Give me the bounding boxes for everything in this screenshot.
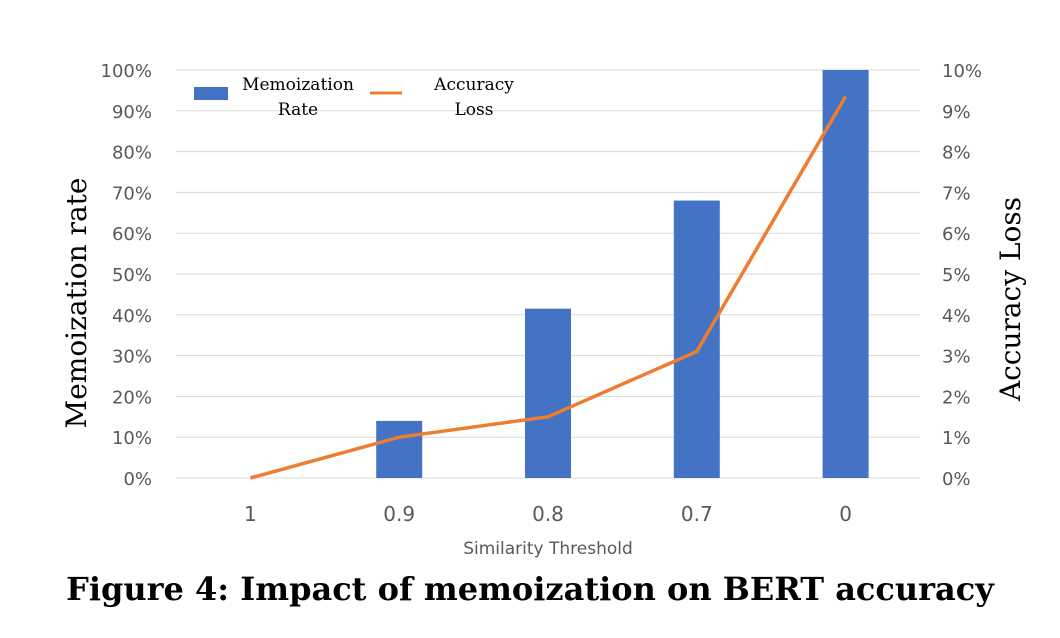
left-tick-label: 50%: [112, 265, 152, 286]
left-tick-label: 70%: [112, 183, 152, 204]
right-tick-label: 4%: [942, 306, 971, 327]
accuracy-line-layer: [249, 95, 848, 480]
legend-bar-label-line1: Memoization: [242, 75, 354, 95]
left-axis-ticks: 0% 10% 20% 30% 40% 50% 60% 70% 80% 90% 100%: [101, 61, 152, 490]
right-tick-label: 0%: [942, 469, 971, 490]
right-tick-label: 5%: [942, 265, 971, 286]
legend-line-label-line2: Loss: [455, 100, 494, 120]
chart: 0% 10% 20% 30% 40% 50% 60% 70% 80% 90% 100% 0% 1% 2%…: [60, 61, 1027, 559]
x-tick-label: 0: [839, 502, 852, 526]
right-axis-ticks: 0% 1% 2% 3% 4% 5% 6% 7% 8% 9% 10%: [942, 61, 982, 490]
left-axis-label: Memoization rate: [60, 178, 93, 429]
bar: [673, 200, 720, 478]
legend: Memoization Rate Accuracy Loss: [194, 75, 514, 120]
legend-bar-label-line2: Rate: [278, 100, 318, 120]
left-tick-label: 80%: [112, 143, 152, 164]
left-tick-label: 20%: [112, 387, 152, 408]
right-tick-label: 7%: [942, 183, 971, 204]
x-axis-label: Similarity Threshold: [463, 539, 633, 559]
figure-caption: Figure 4: Impact of memoization on BERT …: [66, 570, 994, 608]
x-axis-ticks: 1 0.9 0.8 0.7 0: [244, 502, 852, 526]
right-tick-label: 6%: [942, 224, 971, 245]
right-tick-label: 10%: [942, 61, 982, 82]
accuracy-loss-line: [249, 95, 848, 480]
bar: [376, 420, 423, 478]
right-tick-label: 2%: [942, 387, 971, 408]
memoization-bars: [376, 70, 869, 478]
left-tick-label: 60%: [112, 224, 152, 245]
bar: [822, 70, 869, 478]
right-tick-label: 9%: [942, 102, 971, 123]
left-tick-label: 100%: [101, 61, 152, 82]
right-tick-label: 1%: [942, 428, 971, 449]
x-tick-label: 1: [244, 502, 257, 526]
legend-line-label-line1: Accuracy: [433, 75, 514, 95]
right-axis-label: Accuracy Loss: [994, 197, 1027, 402]
bar: [525, 308, 571, 478]
left-tick-label: 90%: [112, 102, 152, 123]
right-tick-label: 8%: [942, 143, 971, 164]
left-tick-label: 40%: [112, 306, 152, 327]
x-tick-label: 0.9: [383, 502, 415, 526]
x-tick-label: 0.8: [532, 502, 564, 526]
x-tick-label: 0.7: [681, 502, 713, 526]
left-tick-label: 30%: [112, 347, 152, 368]
left-tick-label: 10%: [112, 428, 152, 449]
left-tick-label: 0%: [123, 469, 152, 490]
legend-bar-swatch: [194, 87, 228, 100]
right-tick-label: 3%: [942, 347, 971, 368]
